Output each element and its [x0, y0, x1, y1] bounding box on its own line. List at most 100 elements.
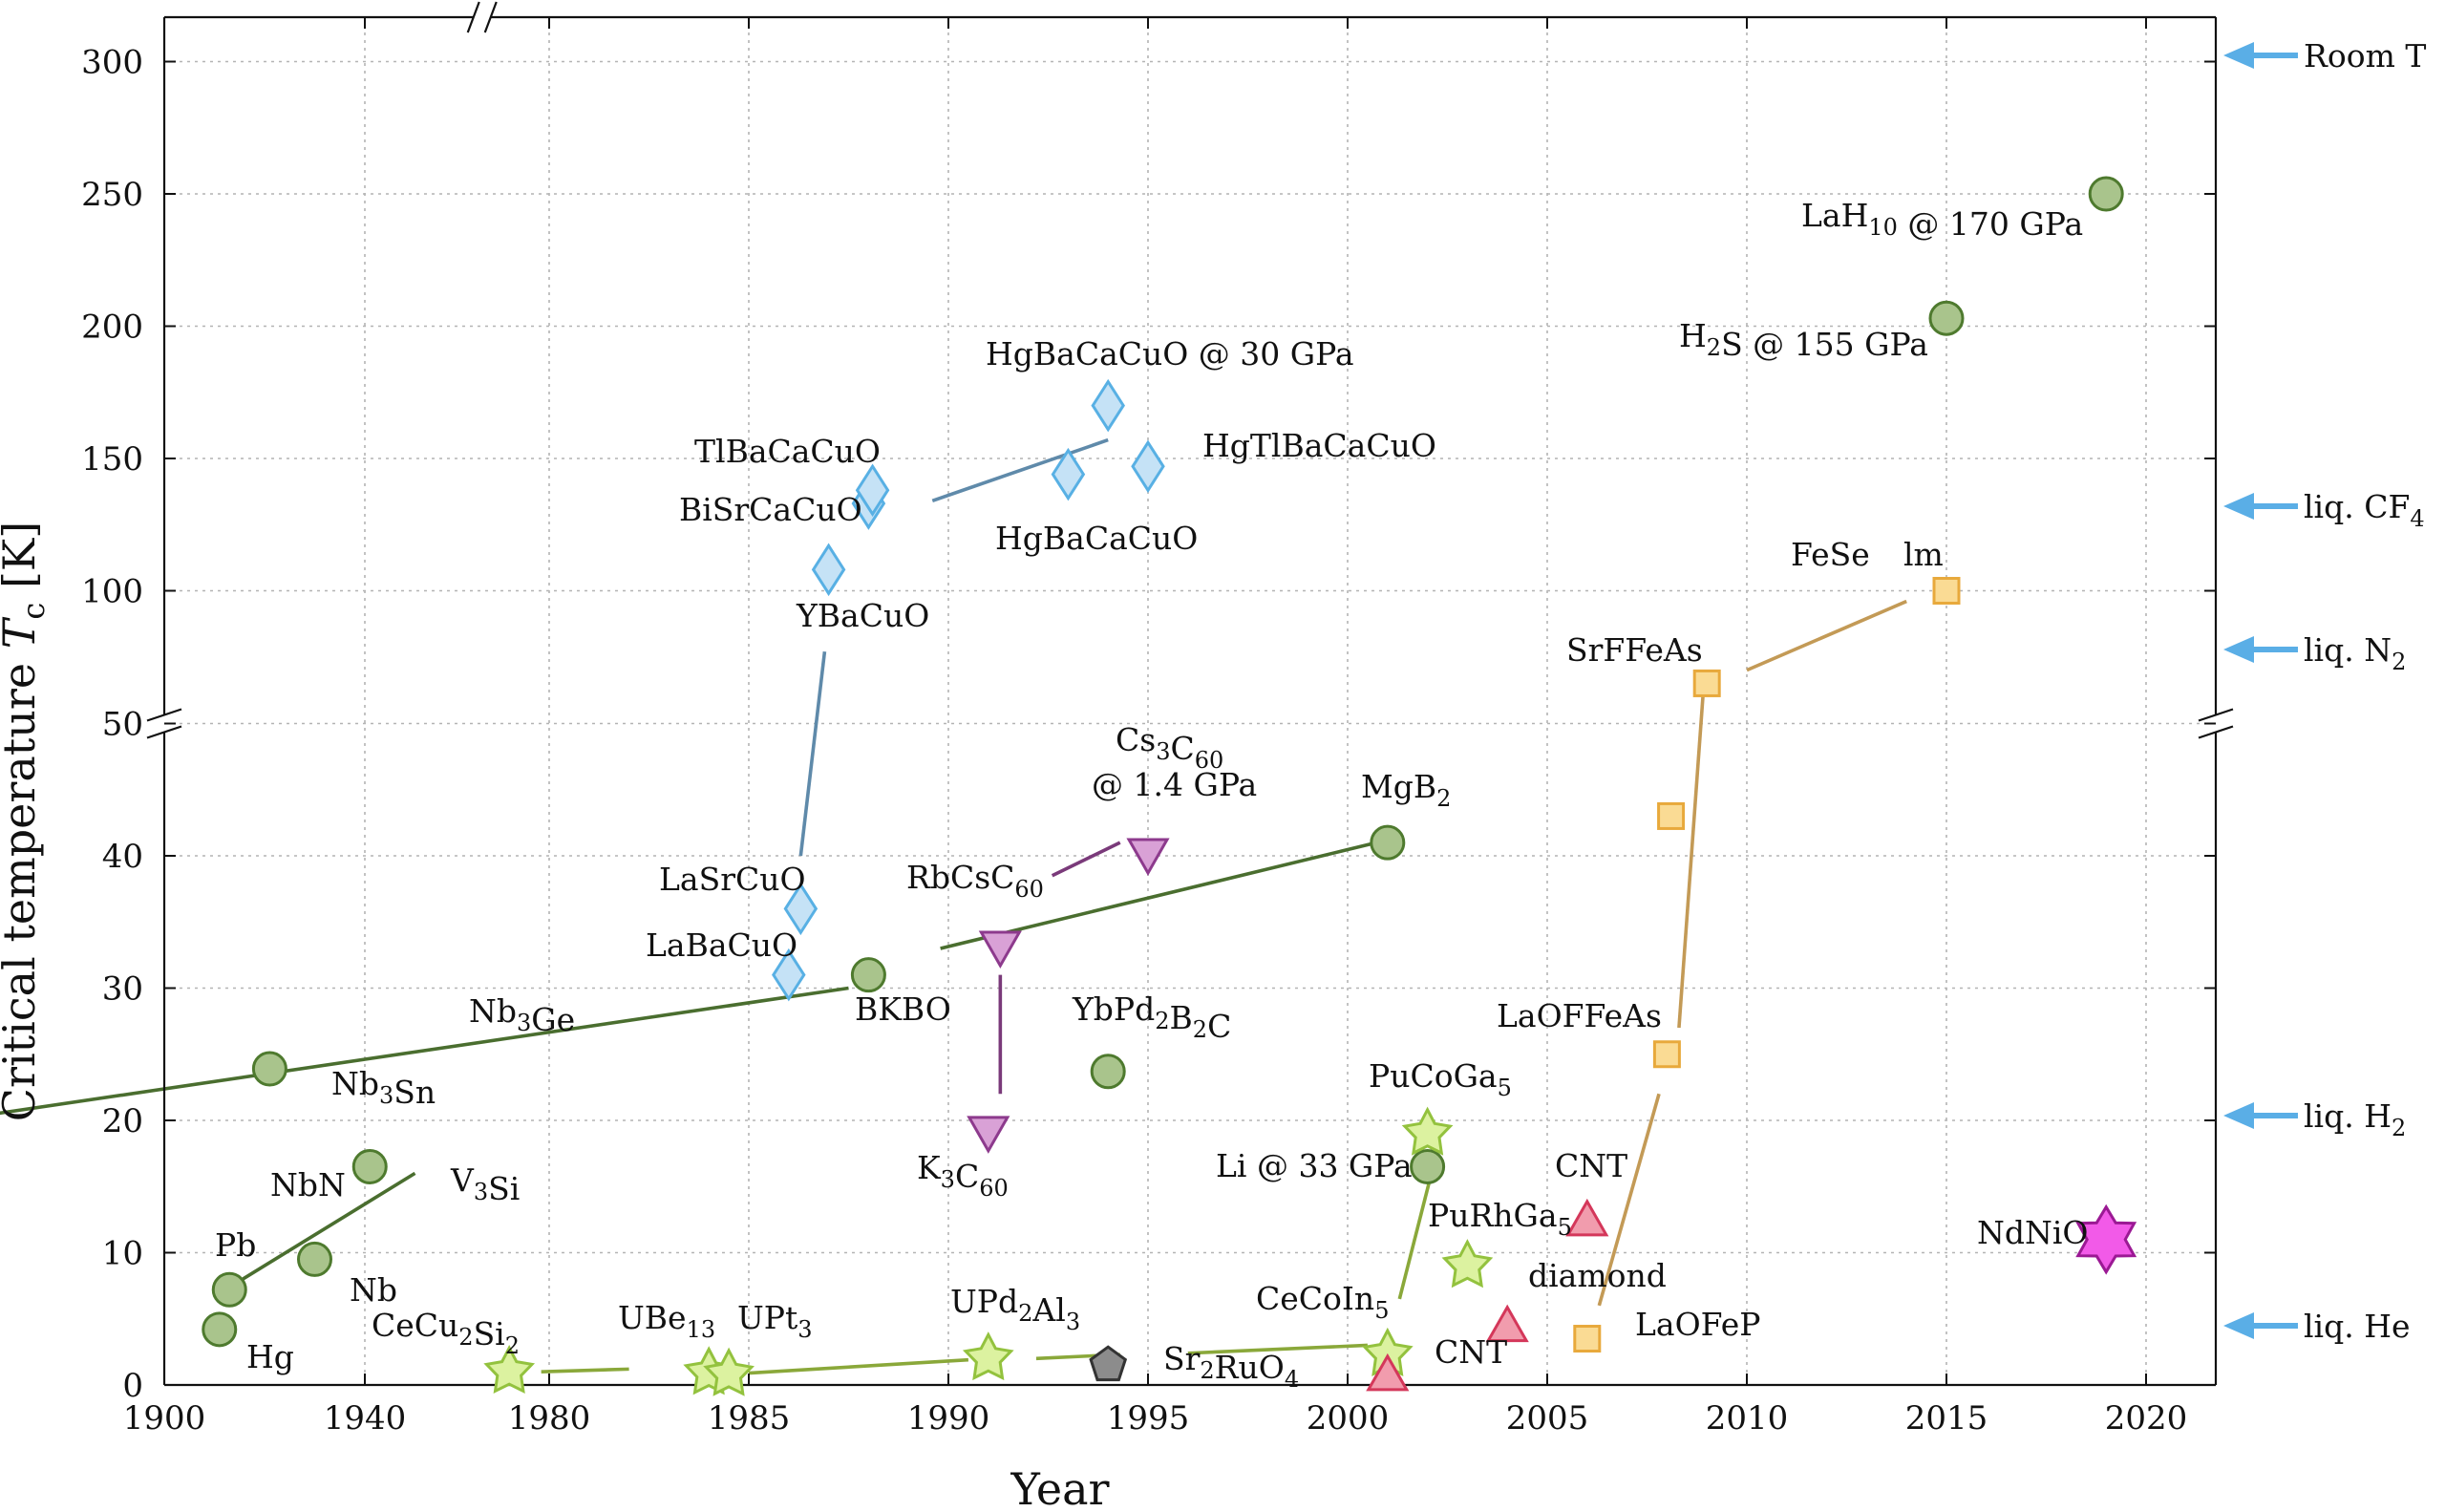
- point-label: HgBaCaCuO @ 30 GPa: [986, 335, 1354, 373]
- trend-line: [798, 651, 827, 857]
- heavy-fermion-data-point: [1401, 1106, 1454, 1156]
- y-tick-label: 200: [81, 309, 143, 347]
- y-tick-label: 40: [102, 838, 143, 876]
- point-label: YBaCuO: [796, 597, 929, 634]
- point-label: MgB2: [1361, 768, 1451, 812]
- bcs-data-point: [351, 1148, 388, 1184]
- bcs-data-point: [1928, 300, 1965, 336]
- x-tick-label: 2015: [1905, 1399, 1988, 1437]
- bcs-data-point: [2088, 176, 2124, 212]
- point-label: @ 1.4 GPa: [1092, 766, 1257, 803]
- carbon-data-point: [1485, 1304, 1529, 1343]
- bcs-data-point: [850, 957, 886, 993]
- point-label: LaSrCuO: [659, 861, 806, 898]
- point-label: BKBO: [855, 990, 951, 1028]
- trend-line: [940, 838, 1389, 950]
- x-tick-label: 1990: [907, 1399, 990, 1437]
- x-tick-label: 1995: [1107, 1399, 1190, 1437]
- reference-label: liq. H2: [2304, 1097, 2406, 1141]
- y-tick-label: 100: [81, 573, 143, 611]
- point-label: PuCoGa5: [1369, 1057, 1512, 1101]
- point-label: UBe13: [618, 1299, 715, 1343]
- bcs-data-point: [1370, 824, 1406, 861]
- trend-line: [1746, 599, 1907, 672]
- reference-label: Room T: [2304, 37, 2426, 75]
- reference-label: liq. N2: [2304, 631, 2406, 675]
- trend-line: [230, 1171, 416, 1288]
- point-label: LaOFFeAs: [1497, 997, 1662, 1034]
- x-axis-title: Year: [1010, 1463, 1109, 1512]
- cuprate-data-point: [783, 882, 819, 936]
- point-label: RbCsC60: [906, 859, 1044, 903]
- trend-line: [541, 1367, 629, 1374]
- point-label: NbN: [270, 1166, 346, 1203]
- cuprate-data-point: [1131, 439, 1165, 494]
- heavy-fermion-data-point: [703, 1347, 755, 1396]
- point-label: CNT: [1435, 1333, 1507, 1371]
- trend-line: [748, 1357, 969, 1375]
- cuprate-data-point: [855, 463, 890, 518]
- axis-titles: Year Critical temperature Tc [K]: [0, 522, 1110, 1512]
- point-label: LaBaCuO: [646, 926, 797, 964]
- point-label: BiSrCaCuO: [679, 491, 862, 528]
- y-tick-label: 30: [102, 970, 143, 1009]
- y-axis-break-mark: [146, 708, 182, 739]
- reference-arrow-head: [2223, 493, 2254, 520]
- point-label: CeCoIn5: [1256, 1280, 1389, 1324]
- heavy-fermion-data-point: [1441, 1239, 1494, 1288]
- trend-line: [1051, 841, 1121, 878]
- point-label: diamond: [1528, 1257, 1667, 1294]
- heavy-fermion-data-point: [483, 1344, 536, 1394]
- cuprate-data-point: [1091, 378, 1125, 433]
- point-label: TlBaCaCuO: [694, 433, 881, 470]
- point-label: Sr2RuO4: [1163, 1340, 1299, 1393]
- bcs-data-point: [211, 1271, 247, 1308]
- point-label: HgTlBaCaCuO: [1202, 427, 1436, 464]
- iron-based-data-point: [1657, 801, 1686, 830]
- trend-line: [1597, 1093, 1661, 1307]
- y-tick-label: 0: [122, 1367, 143, 1405]
- bcs-data-point: [251, 1051, 287, 1087]
- iron-based-data-point: [1692, 669, 1721, 697]
- carbon-data-point: [1565, 1198, 1609, 1237]
- point-label: Nb3Sn: [331, 1065, 436, 1111]
- trend-lines: [0, 437, 1907, 1375]
- x-tick-label: 2020: [2105, 1399, 2188, 1437]
- trend-line: [1397, 1172, 1434, 1300]
- data-points: [202, 176, 2137, 1396]
- iron-based-data-point: [1652, 1040, 1681, 1069]
- x-tick-label: 2005: [1506, 1399, 1589, 1437]
- point-label: PuRhGa5: [1428, 1197, 1572, 1241]
- x-tick-label: 2000: [1307, 1399, 1390, 1437]
- reference-arrow-head: [2223, 1102, 2254, 1129]
- reference-label: liq. He: [2304, 1308, 2411, 1345]
- point-label: CeCu2Si2: [372, 1307, 520, 1359]
- plot-frame: [146, 1, 2234, 1387]
- trend-line: [0, 986, 849, 1116]
- point-label: Cs3C60: [1116, 721, 1223, 774]
- trend-line: [1187, 1343, 1368, 1355]
- x-tick-label: 1900: [123, 1399, 206, 1437]
- point-label: Hg: [246, 1338, 294, 1375]
- ruthenate-data-point: [1089, 1345, 1128, 1382]
- point-label: NdNiO: [1977, 1214, 2088, 1251]
- point-label: H2S @ 155 GPa: [1679, 317, 1928, 363]
- heavy-fermion-data-point: [962, 1331, 1014, 1381]
- point-label: Li @ 33 GPa: [1216, 1147, 1413, 1184]
- point-label: CNT: [1555, 1147, 1627, 1184]
- x-tick-label: 1940: [324, 1399, 407, 1437]
- x-tick-label: 2010: [1706, 1399, 1789, 1437]
- cuprate-data-point: [1051, 447, 1086, 501]
- y-axis-break-mark: [2198, 708, 2234, 739]
- reference-arrow-head: [2223, 42, 2254, 69]
- point-label: Pb: [215, 1226, 256, 1264]
- reference-label: liq. CF4: [2304, 488, 2425, 532]
- point-label: K3C60: [917, 1149, 1009, 1202]
- cuprate-data-point: [772, 948, 806, 1002]
- fulleride-data-point: [978, 930, 1022, 969]
- point-label: FeSe: [1791, 536, 1870, 573]
- x-axis-break-mark: [466, 1, 498, 33]
- y-tick-label: 20: [102, 1102, 143, 1140]
- point-label: LaOFeP: [1635, 1306, 1760, 1343]
- y-tick-label: 10: [102, 1235, 143, 1273]
